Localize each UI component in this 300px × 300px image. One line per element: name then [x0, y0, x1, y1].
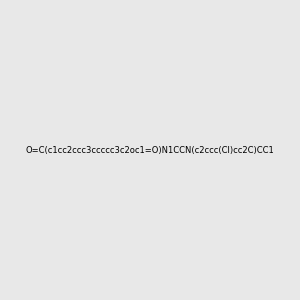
Text: O=C(c1cc2ccc3ccccc3c2oc1=O)N1CCN(c2ccc(Cl)cc2C)CC1: O=C(c1cc2ccc3ccccc3c2oc1=O)N1CCN(c2ccc(C…: [26, 146, 275, 154]
